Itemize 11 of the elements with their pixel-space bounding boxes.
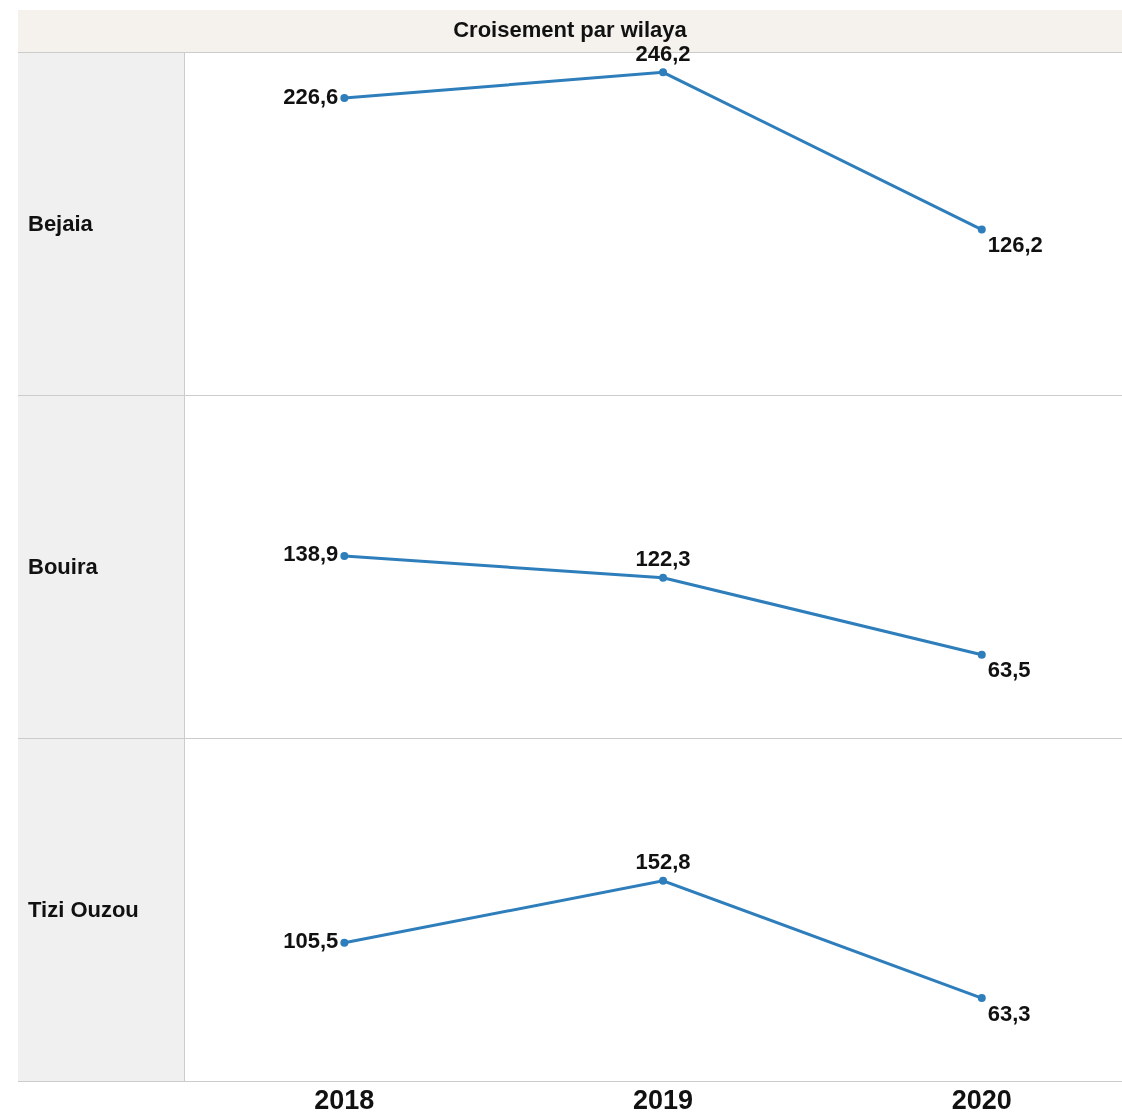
data-label: 63,3 [987, 1000, 1031, 1026]
data-label: 122,3 [635, 546, 691, 572]
data-label: 105,5 [283, 928, 339, 954]
x-tick-label: 2019 [633, 1085, 694, 1115]
x-tick-label: 2018 [314, 1085, 375, 1115]
data-label: 63,5 [987, 657, 1031, 683]
data-label: 152,8 [635, 849, 691, 875]
data-label: 138,9 [283, 541, 339, 567]
data-label: 226,6 [283, 83, 339, 109]
x-tick-label: 2020 [951, 1085, 1012, 1115]
data-label: 126,2 [987, 232, 1043, 258]
